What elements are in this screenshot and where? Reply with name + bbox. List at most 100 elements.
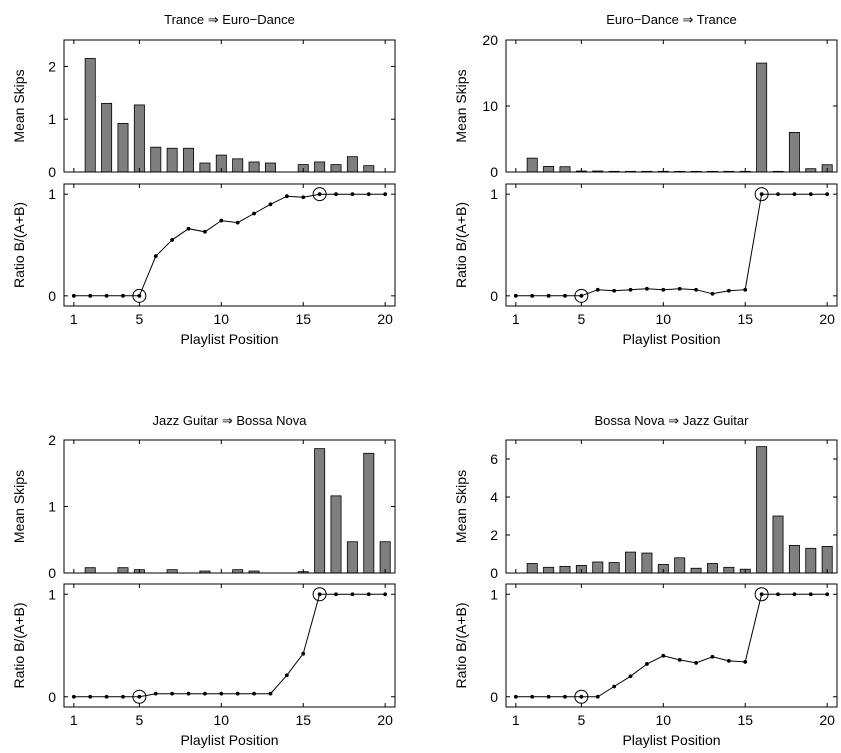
ratio-point — [710, 291, 715, 296]
bar — [363, 452, 375, 574]
bar — [330, 164, 342, 173]
x-tick-label: 20 — [377, 311, 393, 327]
y-tick-label: 1 — [48, 111, 56, 127]
y-tick-label: 0 — [48, 565, 56, 581]
x-tick-label: 10 — [656, 311, 672, 327]
y-tick-label: 0 — [490, 288, 498, 304]
bar — [84, 567, 96, 574]
ratio-point — [170, 238, 175, 242]
ratio-point — [595, 287, 600, 292]
highlight-circle — [132, 689, 147, 704]
y-tick-label: 0 — [48, 689, 56, 705]
bar — [232, 158, 244, 173]
bar — [379, 541, 391, 574]
y-axis-label: Ratio B/(A+B) — [11, 202, 27, 288]
x-tick-label: 15 — [737, 311, 753, 327]
bar — [117, 567, 129, 574]
bar — [772, 515, 784, 574]
ratio-point — [121, 694, 125, 699]
ratio-point — [252, 691, 256, 696]
ratio-point — [579, 293, 584, 298]
ratio-point — [546, 694, 551, 699]
ratio-point — [595, 694, 600, 699]
ratio-point — [726, 658, 731, 663]
bar — [641, 552, 653, 574]
bar — [330, 495, 342, 574]
bar — [723, 566, 735, 574]
ratio-point — [530, 293, 535, 298]
bar — [526, 157, 538, 173]
ratio-point — [628, 287, 633, 292]
y-tick-label: 20 — [482, 32, 498, 48]
bar — [805, 547, 817, 574]
bar — [199, 162, 211, 173]
ratio-point — [513, 293, 518, 298]
bar — [788, 545, 800, 574]
ratio-point — [759, 592, 764, 597]
bar — [690, 567, 702, 574]
bar — [314, 161, 326, 173]
y-axis-label: Mean Skips — [453, 69, 469, 142]
bar — [314, 448, 326, 574]
ratio-point — [203, 691, 207, 696]
ratio-point — [235, 691, 240, 696]
y-tick-label: 4 — [490, 489, 498, 505]
y-tick-label: 0 — [490, 689, 498, 705]
ratio-point — [513, 694, 518, 699]
ratio-point — [579, 694, 584, 699]
ratio-point — [284, 194, 289, 199]
ratio-point — [366, 192, 371, 197]
ratio-point — [743, 287, 748, 292]
x-axis-label: Playlist Position — [180, 331, 278, 347]
ratio-point — [645, 662, 649, 666]
x-tick-label: 10 — [214, 712, 230, 728]
ratio-point — [186, 226, 191, 231]
x-axis-label: Playlist Position — [622, 331, 720, 347]
y-axis-label: Mean Skips — [11, 69, 27, 142]
ratio-point — [334, 592, 338, 597]
ratio-point — [694, 287, 698, 292]
bar — [559, 565, 571, 574]
bar — [363, 165, 375, 173]
y-axis-label: Ratio B/(A+B) — [453, 603, 469, 689]
ratio-point — [334, 192, 338, 197]
bar-axes-frame — [63, 39, 396, 173]
bar-axes-frame — [505, 439, 838, 574]
ratio-point — [677, 286, 682, 291]
y-tick-label: 1 — [48, 586, 56, 602]
ratio-point — [137, 694, 142, 699]
bar — [183, 147, 195, 173]
ratio-point — [792, 192, 797, 197]
bar — [101, 102, 113, 173]
x-tick-label: 1 — [70, 712, 78, 728]
ratio-point — [252, 211, 256, 216]
bar — [788, 131, 800, 173]
ratio-point — [137, 293, 142, 298]
ratio-point — [71, 694, 76, 699]
ratio-point — [71, 293, 76, 298]
highlight-circle — [754, 187, 769, 202]
bar — [706, 563, 718, 574]
ratio-point — [530, 694, 535, 699]
ratio-point — [645, 286, 649, 291]
x-tick-label: 20 — [377, 712, 393, 728]
x-tick-label: 1 — [512, 712, 520, 728]
y-tick-label: 1 — [48, 186, 56, 202]
ratio-point — [235, 220, 240, 225]
ratio-point — [628, 674, 633, 679]
ratio-point — [661, 653, 666, 658]
ratio-point — [153, 691, 158, 696]
ratio-point — [350, 592, 355, 597]
y-axis-label: Mean Skips — [11, 470, 27, 543]
highlight-circle — [574, 288, 589, 303]
ratio-point — [383, 592, 388, 597]
bar — [608, 562, 620, 574]
y-tick-label: 2 — [490, 527, 498, 543]
bar — [346, 156, 358, 173]
x-tick-label: 15 — [295, 311, 311, 327]
bar — [526, 563, 538, 574]
x-axis-label: Playlist Position — [180, 732, 278, 748]
